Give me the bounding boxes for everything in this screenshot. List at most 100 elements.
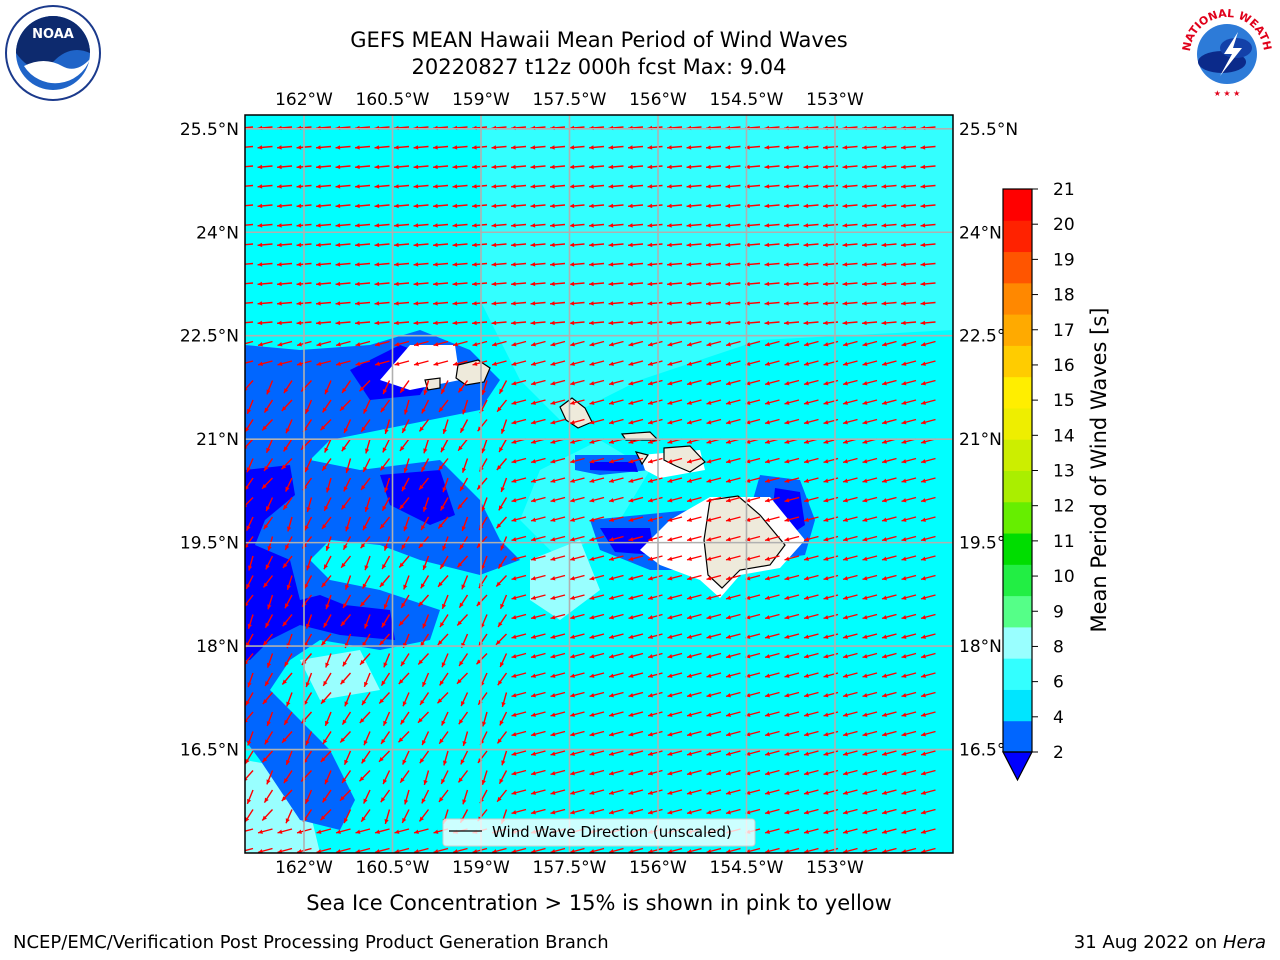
wave-arrow-head xyxy=(297,342,302,347)
wave-arrow-head xyxy=(323,564,328,570)
wave-arrow-head xyxy=(550,164,555,170)
wave-arrow-head xyxy=(823,537,829,542)
wave-arrow-head xyxy=(266,506,271,512)
wave-arrow-head xyxy=(843,654,848,659)
wave-arrow-head xyxy=(511,262,516,267)
wave-arrow-head xyxy=(784,459,790,464)
wave-arrow-head xyxy=(589,576,595,581)
wave-arrow-head xyxy=(363,740,368,746)
wave-arrow-head xyxy=(706,673,712,678)
wave-arrow-head xyxy=(530,262,536,267)
wave-arrow-head xyxy=(380,465,385,471)
wave-arrow-head xyxy=(459,602,464,608)
sea-ice-note: Sea Ice Concentration > 15% is shown in … xyxy=(306,891,892,915)
wave-arrow-head xyxy=(262,699,268,704)
wave-arrow-head xyxy=(394,203,399,209)
wave-arrow-head xyxy=(784,203,789,209)
wave-arrow-head xyxy=(804,342,809,347)
wave-arrow-head xyxy=(531,576,536,581)
wave-arrow-head xyxy=(842,223,848,228)
wave-arrow-head xyxy=(823,810,829,815)
wave-arrow-head xyxy=(804,849,809,853)
colorbar-tick-label: 4 xyxy=(1053,708,1064,728)
date-stamp: 31 Aug 2022 on Hera xyxy=(1074,932,1266,953)
wave-arrow-head xyxy=(497,738,502,744)
wave-arrow-head xyxy=(421,466,426,472)
wave-arrow-head xyxy=(647,242,653,248)
wave-arrow-head xyxy=(647,145,653,150)
wave-arrow-head xyxy=(316,164,321,170)
wave-arrow-head xyxy=(843,673,848,678)
wave-arrow-head xyxy=(570,400,575,405)
colorbar-segment xyxy=(1003,564,1032,597)
wave-arrow-head xyxy=(648,849,653,853)
wave-arrow-head xyxy=(706,693,712,698)
credit-text: NCEP/EMC/Verification Post Processing Pr… xyxy=(13,932,609,953)
colorbar-tick-label: 19 xyxy=(1053,250,1075,270)
wave-arrow-head xyxy=(239,830,244,834)
wave-arrow-head xyxy=(842,164,848,170)
wave-arrow-head xyxy=(531,459,536,464)
wave-arrow-head xyxy=(282,563,288,568)
colorbar-tick-label: 8 xyxy=(1053,637,1064,657)
wave-arrow-head xyxy=(648,751,653,756)
wave-arrow-head xyxy=(589,281,594,287)
wave-arrow-head xyxy=(305,408,310,414)
wave-arrow-head xyxy=(609,634,614,639)
wave-arrow-head xyxy=(803,184,809,189)
wave-arrow-head xyxy=(499,778,504,784)
colorbar-tick-label: 2 xyxy=(1053,743,1064,763)
wave-arrow-head xyxy=(589,615,595,620)
wave-arrow-head xyxy=(589,537,595,542)
wave-arrow-head xyxy=(648,615,653,620)
wave-arrow-head xyxy=(706,281,711,287)
wave-arrow-head xyxy=(726,732,731,737)
wave-arrow-head xyxy=(628,615,634,620)
wave-arrow-head xyxy=(374,145,380,150)
wave-arrow-head xyxy=(297,829,302,834)
wave-arrow-head xyxy=(452,281,458,287)
wave-arrow-head xyxy=(361,700,367,706)
wave-arrow-head xyxy=(882,595,887,600)
wave-arrow-head xyxy=(277,301,282,306)
wave-arrow-head xyxy=(648,498,653,503)
wave-arrow-head xyxy=(706,615,712,620)
wave-arrow-head xyxy=(336,342,341,347)
wave-arrow-head xyxy=(843,634,848,639)
wave-arrow-head xyxy=(667,654,673,659)
colorbar-tick-label: 18 xyxy=(1053,286,1075,306)
wave-arrow-head xyxy=(496,465,502,470)
wave-arrow-head xyxy=(321,640,326,646)
wave-arrow-head xyxy=(686,164,692,170)
wave-arrow-head xyxy=(422,565,427,571)
wave-arrow-head xyxy=(462,467,467,473)
wave-arrow-head xyxy=(823,223,828,228)
colorbar-segment xyxy=(1003,533,1032,565)
wave-arrow-head xyxy=(862,262,867,267)
wave-arrow-head xyxy=(823,459,829,464)
wave-arrow-head xyxy=(628,320,633,326)
wave-arrow-head xyxy=(335,223,341,228)
wave-arrow-head xyxy=(589,810,595,815)
wave-arrow-head xyxy=(589,203,594,209)
wave-arrow-head xyxy=(511,693,517,698)
wave-arrow-head xyxy=(277,320,282,326)
wave-arrow-head xyxy=(745,164,750,170)
wave-arrow-head xyxy=(277,223,282,228)
wave-arrow-head xyxy=(882,459,887,464)
wave-arrow-head xyxy=(452,262,458,267)
wave-arrow-head xyxy=(569,281,575,287)
wave-arrow-head xyxy=(686,320,692,326)
wave-arrow-head xyxy=(823,145,828,150)
wave-arrow-head xyxy=(745,262,750,267)
wave-arrow-head xyxy=(667,342,673,347)
wave-arrow-head xyxy=(628,342,634,347)
wave-arrow-head xyxy=(921,420,926,425)
wave-arrow-head xyxy=(804,732,809,737)
wave-arrow-head xyxy=(921,790,926,795)
wave-arrow-head xyxy=(531,361,536,366)
wave-arrow-head xyxy=(550,517,556,522)
wave-arrow-head xyxy=(628,634,634,639)
wave-arrow-head xyxy=(433,203,438,209)
wave-arrow-head xyxy=(843,498,848,503)
